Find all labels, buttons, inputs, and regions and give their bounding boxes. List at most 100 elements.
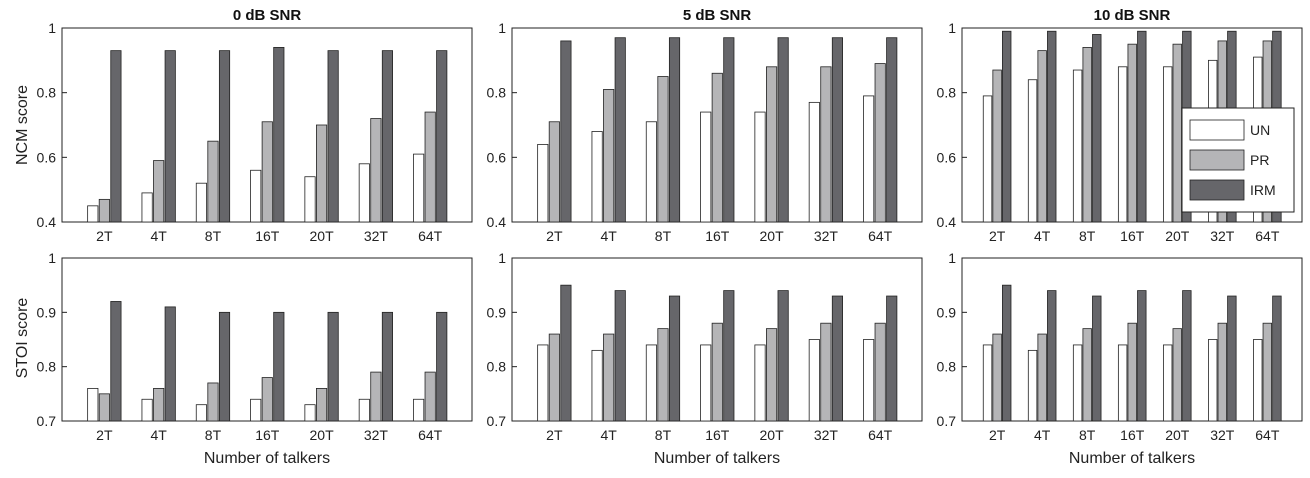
bar-irm [831, 37, 843, 223]
bar-pr [1172, 328, 1182, 422]
bar-pr [370, 371, 382, 422]
x-tick-label: 4T [150, 427, 167, 443]
y-tick-label: 1 [48, 250, 56, 266]
row-ylabel-stoi: STOI score [14, 298, 31, 379]
bar-un [304, 404, 316, 422]
bar-un [591, 349, 603, 422]
bar-irm [110, 301, 122, 422]
y-tick-label: 0.8 [37, 359, 57, 375]
x-axis-label: Number of talkers [204, 450, 330, 467]
bar-pr [1217, 322, 1227, 422]
chart-panel-4: 0.7 0.8 0.9 1 2T 4T 8T 16T 20T 32T 64T Number of ta… [37, 250, 473, 467]
bar-irm [110, 50, 122, 223]
x-tick-label: 8T [205, 228, 222, 244]
bar-un [1027, 349, 1038, 422]
x-tick-label: 16T [705, 427, 730, 443]
chart-panel-2: 0.4 0.6 0.8 1 2T 4T 8T 16T 20T 32T 64T 5 dB SNR [487, 7, 923, 244]
x-tick-label: 2T [96, 228, 113, 244]
y-tick-label: 0.7 [37, 413, 57, 429]
bar-pr [711, 322, 723, 422]
y-tick-label: 0.8 [487, 85, 507, 101]
y-tick-label: 1 [498, 250, 506, 266]
bar-un [645, 121, 657, 223]
y-tick-label: 0.6 [37, 149, 57, 165]
bar-un [1162, 66, 1173, 223]
bar-un [1072, 344, 1083, 422]
x-tick-label: 32T [1210, 228, 1235, 244]
bar-pr [370, 118, 382, 223]
bar-un [808, 101, 820, 223]
y-tick-label: 1 [48, 20, 56, 36]
x-tick-label: 2T [989, 427, 1006, 443]
x-tick-label: 64T [418, 228, 443, 244]
bar-irm [723, 290, 735, 422]
y-tick-label: 1 [948, 20, 956, 36]
bar-un [358, 163, 370, 223]
bar-pr [657, 328, 669, 422]
bar-un [1208, 339, 1218, 422]
y-tick-label: 0.8 [37, 85, 57, 101]
y-tick-label: 0.8 [937, 85, 957, 101]
bar-irm [614, 37, 626, 223]
y-tick-label: 0.8 [937, 359, 957, 375]
x-axis-label: Number of talkers [1069, 450, 1195, 467]
x-tick-label: 32T [364, 427, 389, 443]
x-tick-label: 64T [868, 427, 893, 443]
y-tick-label: 0.4 [487, 214, 507, 230]
bar-irm [218, 311, 231, 422]
bar-irm [327, 50, 339, 223]
bar-irm [1137, 30, 1147, 223]
bar-un [358, 398, 370, 422]
bar-un [141, 398, 153, 422]
x-tick-label: 2T [989, 228, 1006, 244]
bar-pr [874, 63, 886, 223]
bar-irm [218, 50, 231, 223]
x-tick-label: 8T [655, 427, 672, 443]
x-tick-label: 32T [364, 228, 389, 244]
bar-irm [1047, 30, 1057, 223]
y-tick-label: 0.4 [37, 214, 57, 230]
bar-un [87, 205, 99, 223]
bar-irm [164, 50, 176, 223]
x-tick-label: 2T [96, 427, 113, 443]
x-tick-label: 4T [1034, 427, 1051, 443]
bar-un [413, 153, 425, 223]
bar-un [808, 339, 820, 422]
y-tick-label: 0.6 [487, 149, 507, 165]
x-tick-label: 64T [1255, 228, 1280, 244]
y-tick-label: 0.9 [487, 304, 507, 320]
bar-pr [548, 121, 560, 223]
bar-pr [207, 140, 219, 223]
bar-irm [668, 37, 681, 223]
bar-pr [657, 76, 669, 223]
legend-label: IRM [1250, 182, 1276, 198]
bar-un [1117, 66, 1128, 223]
bar-pr [820, 322, 832, 422]
bar-un [754, 111, 766, 223]
bar-irm [777, 290, 789, 422]
bar-irm [777, 37, 789, 223]
bar-pr [1127, 322, 1137, 422]
bar-un [1253, 339, 1263, 422]
bar-un [537, 344, 549, 422]
bar-irm [436, 50, 448, 223]
bar-un [250, 398, 262, 422]
bar-irm [1137, 290, 1147, 422]
legend-label: PR [1250, 152, 1269, 168]
bar-pr [711, 72, 723, 223]
x-tick-label: 4T [600, 228, 617, 244]
bar-pr [98, 393, 110, 422]
bar-pr [992, 333, 1002, 422]
bar-pr [1037, 50, 1047, 223]
bar-irm [1002, 30, 1012, 223]
x-tick-label: 16T [1120, 427, 1145, 443]
x-tick-label: 20T [310, 427, 335, 443]
bar-un [1162, 344, 1173, 422]
x-tick-label: 2T [546, 427, 563, 443]
bar-un [863, 339, 875, 422]
x-tick-label: 4T [600, 427, 617, 443]
bar-un [982, 95, 993, 223]
bar-irm [1182, 290, 1192, 422]
